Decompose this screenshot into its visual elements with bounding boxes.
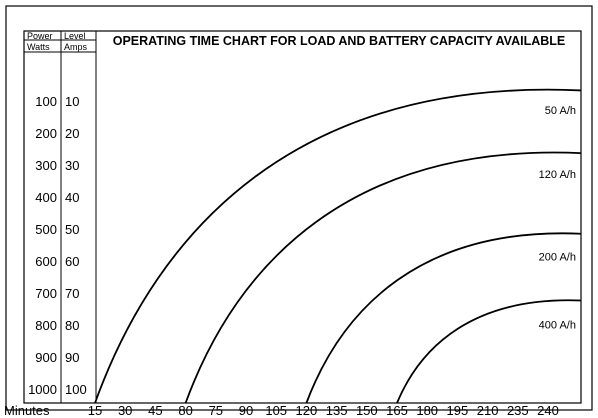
header-watts: Watts (27, 42, 50, 52)
x-tick: 90 (239, 403, 253, 418)
curve-label: 200 A/h (539, 251, 576, 263)
y-tick-watts: 100 (35, 94, 57, 109)
x-axis-label: Minutes (4, 403, 50, 418)
y-tick-watts: 500 (35, 222, 57, 237)
x-tick: 135 (326, 403, 348, 418)
y-tick-watts: 1000 (28, 382, 57, 397)
y-tick-amps: 10 (65, 94, 79, 109)
curve-label: 400 A/h (539, 319, 576, 331)
curve-label: 50 A/h (545, 105, 576, 117)
y-tick-amps: 100 (65, 382, 87, 397)
y-tick-watts: 300 (35, 158, 57, 173)
x-tick: 45 (148, 403, 162, 418)
header-amps: Amps (64, 42, 88, 52)
outer-frame (5, 5, 593, 411)
x-tick: 30 (118, 403, 132, 418)
header-level: Level (64, 31, 86, 41)
x-tick: 120 (296, 403, 318, 418)
y-tick-amps: 80 (65, 318, 79, 333)
header-power: Power (27, 31, 53, 41)
x-tick: 240 (537, 403, 559, 418)
curve-series-2 (184, 151, 582, 404)
x-tick: 80 (178, 403, 192, 418)
x-tick: 180 (416, 403, 438, 418)
y-tick-watts: 800 (35, 318, 57, 333)
x-tick: 195 (447, 403, 469, 418)
x-tick: 210 (477, 403, 499, 418)
plot-frame (23, 30, 582, 404)
chart-title: OPERATING TIME CHART FOR LOAD AND BATTER… (113, 34, 566, 48)
curve-series-4 (396, 299, 582, 404)
curve-labels: 50 A/h 120 A/h 200 A/h 400 A/h (539, 105, 576, 331)
y-tick-watts: 400 (35, 190, 57, 205)
y-tick-amps: 90 (65, 350, 79, 365)
curve-series-3 (305, 232, 582, 404)
y-tick-watts: 600 (35, 254, 57, 269)
curve-label: 120 A/h (539, 169, 576, 181)
x-tick: 75 (209, 403, 223, 418)
curve-series-1 (94, 88, 582, 404)
x-ticks: 15 30 45 80 75 90 105 120 135 150 165 180 195 210 235 2… (88, 403, 559, 418)
y-tick-amps: 40 (65, 190, 79, 205)
x-tick: 150 (356, 403, 378, 418)
y-tick-amps: 60 (65, 254, 79, 269)
y-tick-amps: 70 (65, 286, 79, 301)
y-ticks-watts: 100 200 300 400 500 600 700 800 900 1000 (28, 94, 57, 397)
y-tick-watts: 700 (35, 286, 57, 301)
y-tick-amps: 50 (65, 222, 79, 237)
y-tick-watts: 200 (35, 126, 57, 141)
x-tick: 235 (507, 403, 529, 418)
x-tick: 105 (265, 403, 287, 418)
y-ticks-amps: 10 20 30 40 50 60 70 80 90 100 (65, 94, 87, 397)
y-tick-amps: 20 (65, 126, 79, 141)
y-tick-watts: 900 (35, 350, 57, 365)
curves (94, 88, 582, 404)
x-tick: 15 (88, 403, 102, 418)
y-tick-amps: 30 (65, 158, 79, 173)
x-tick: 165 (386, 403, 408, 418)
